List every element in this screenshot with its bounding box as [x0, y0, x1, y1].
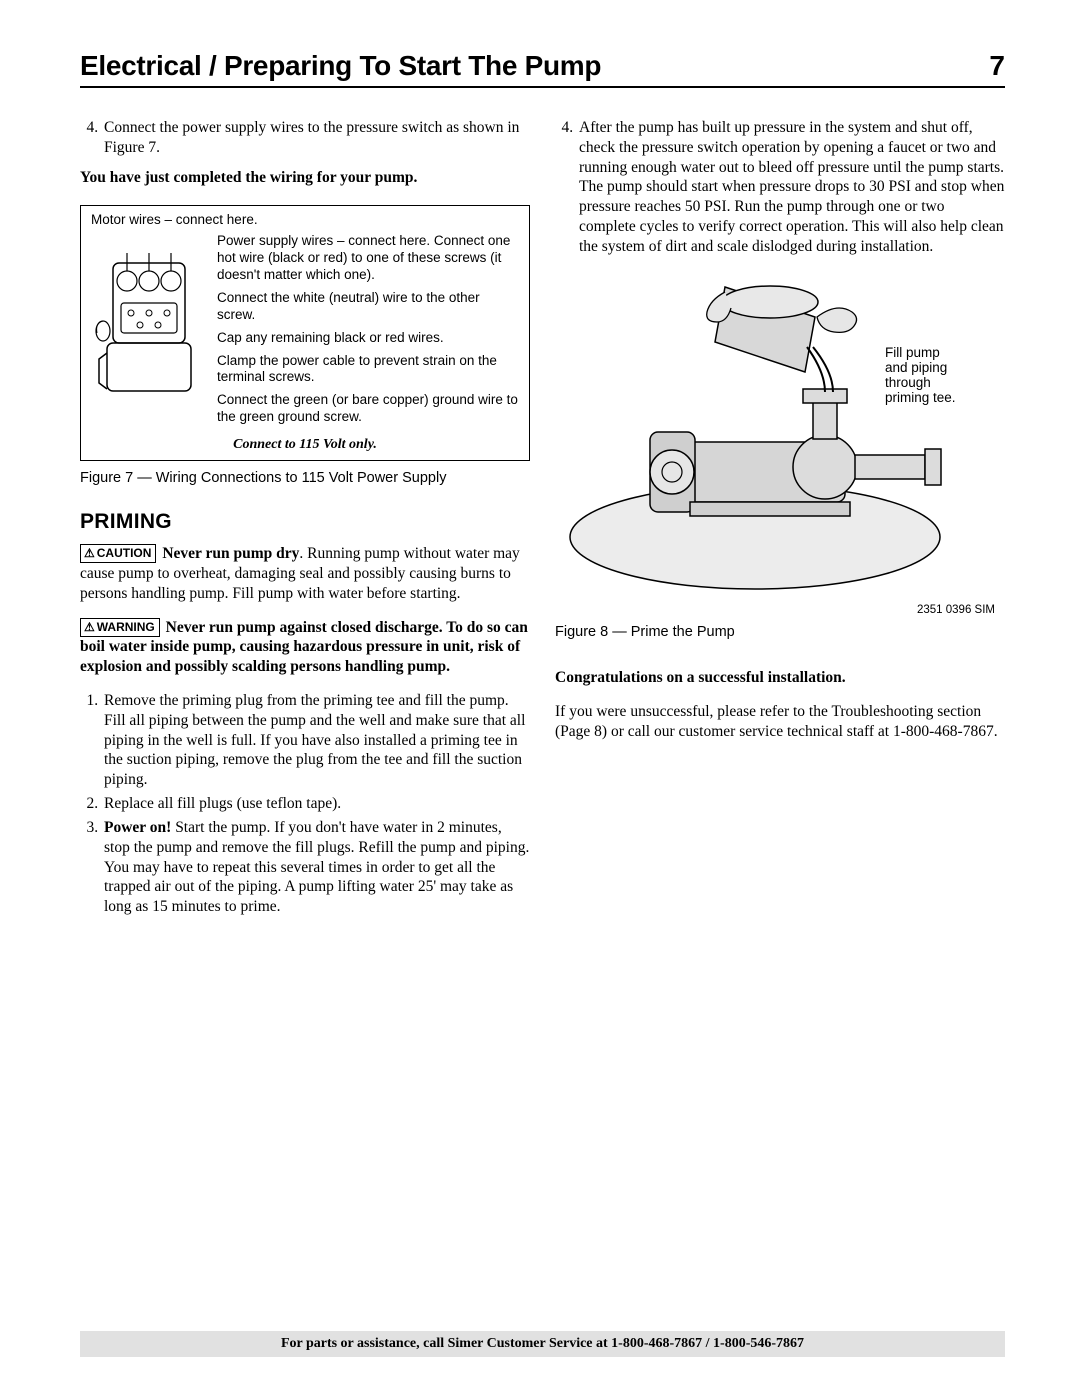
figure-8-wrap: Fill pump and piping through priming tee… — [555, 277, 1005, 642]
footer-bar: For parts or assistance, call Simer Cust… — [80, 1331, 1005, 1357]
fig8-id: 2351 0396 SIM — [555, 603, 995, 618]
caution-bold: Never run pump dry — [162, 545, 299, 562]
pressure-switch-diagram-icon — [89, 233, 209, 403]
fig7-note2: Connect the white (neutral) wire to the … — [217, 290, 521, 324]
priming-steps: Remove the priming plug from the priming… — [80, 691, 530, 917]
fig8-label-l2: and piping — [885, 360, 947, 375]
left-step4: Connect the power supply wires to the pr… — [102, 118, 530, 158]
right-step4-list: After the pump has built up pressure in … — [555, 118, 1005, 257]
unsuccessful-note: If you were unsuccessful, please refer t… — [555, 702, 1005, 742]
priming-heading: PRIMING — [80, 509, 530, 536]
page-number: 7 — [989, 50, 1005, 82]
warning-paragraph: ⚠WARNING Never run pump against closed d… — [80, 618, 530, 677]
fig8-label-l3: through — [885, 375, 931, 390]
caution-label: ⚠CAUTION — [80, 544, 156, 563]
fig7-note3: Cap any remaining black or red wires. — [217, 330, 521, 347]
wiring-complete: You have just completed the wiring for y… — [80, 168, 530, 188]
left-column: Connect the power supply wires to the pr… — [80, 118, 530, 927]
priming-step-2: Replace all fill plugs (use teflon tape)… — [102, 794, 530, 814]
caution-paragraph: ⚠CAUTION Never run pump dry. Running pum… — [80, 544, 530, 603]
left-step4-list: Connect the power supply wires to the pr… — [80, 118, 530, 158]
warning-triangle-icon: ⚠ — [84, 546, 95, 560]
fig7-note1: Power supply wires – connect here. Conne… — [217, 233, 521, 284]
prime-pump-diagram-icon: Fill pump and piping through priming tee… — [555, 277, 1005, 597]
fig8-label-l1: Fill pump — [885, 345, 940, 360]
fig7-note5: Connect the green (or bare copper) groun… — [217, 392, 521, 426]
page-header: Electrical / Preparing To Start The Pump… — [80, 50, 1005, 88]
fig7-top-note: Motor wires – connect here. — [91, 212, 521, 229]
fig7-notes: Power supply wires – connect here. Conne… — [217, 233, 521, 432]
congrats: Congratulations on a successful installa… — [555, 668, 1005, 688]
warning-triangle-icon: ⚠ — [84, 620, 95, 634]
page-title: Electrical / Preparing To Start The Pump — [80, 50, 601, 82]
priming-step-1: Remove the priming plug from the priming… — [102, 691, 530, 790]
fig8-caption: Figure 8 — Prime the Pump — [555, 623, 1005, 642]
right-column: After the pump has built up pressure in … — [555, 118, 1005, 927]
fig8-label-l4: priming tee. — [885, 390, 956, 405]
fig7-footer: Connect to 115 Volt only. — [89, 436, 521, 454]
warning-label: ⚠WARNING — [80, 618, 160, 637]
fig7-caption: Figure 7 — Wiring Connections to 115 Vol… — [80, 469, 530, 488]
figure-7-box: Motor wires – connect here. — [80, 205, 530, 460]
right-step4: After the pump has built up pressure in … — [577, 118, 1005, 257]
fig7-note4: Clamp the power cable to prevent strain … — [217, 353, 521, 387]
priming-step-3: Power on! Start the pump. If you don't h… — [102, 818, 530, 917]
